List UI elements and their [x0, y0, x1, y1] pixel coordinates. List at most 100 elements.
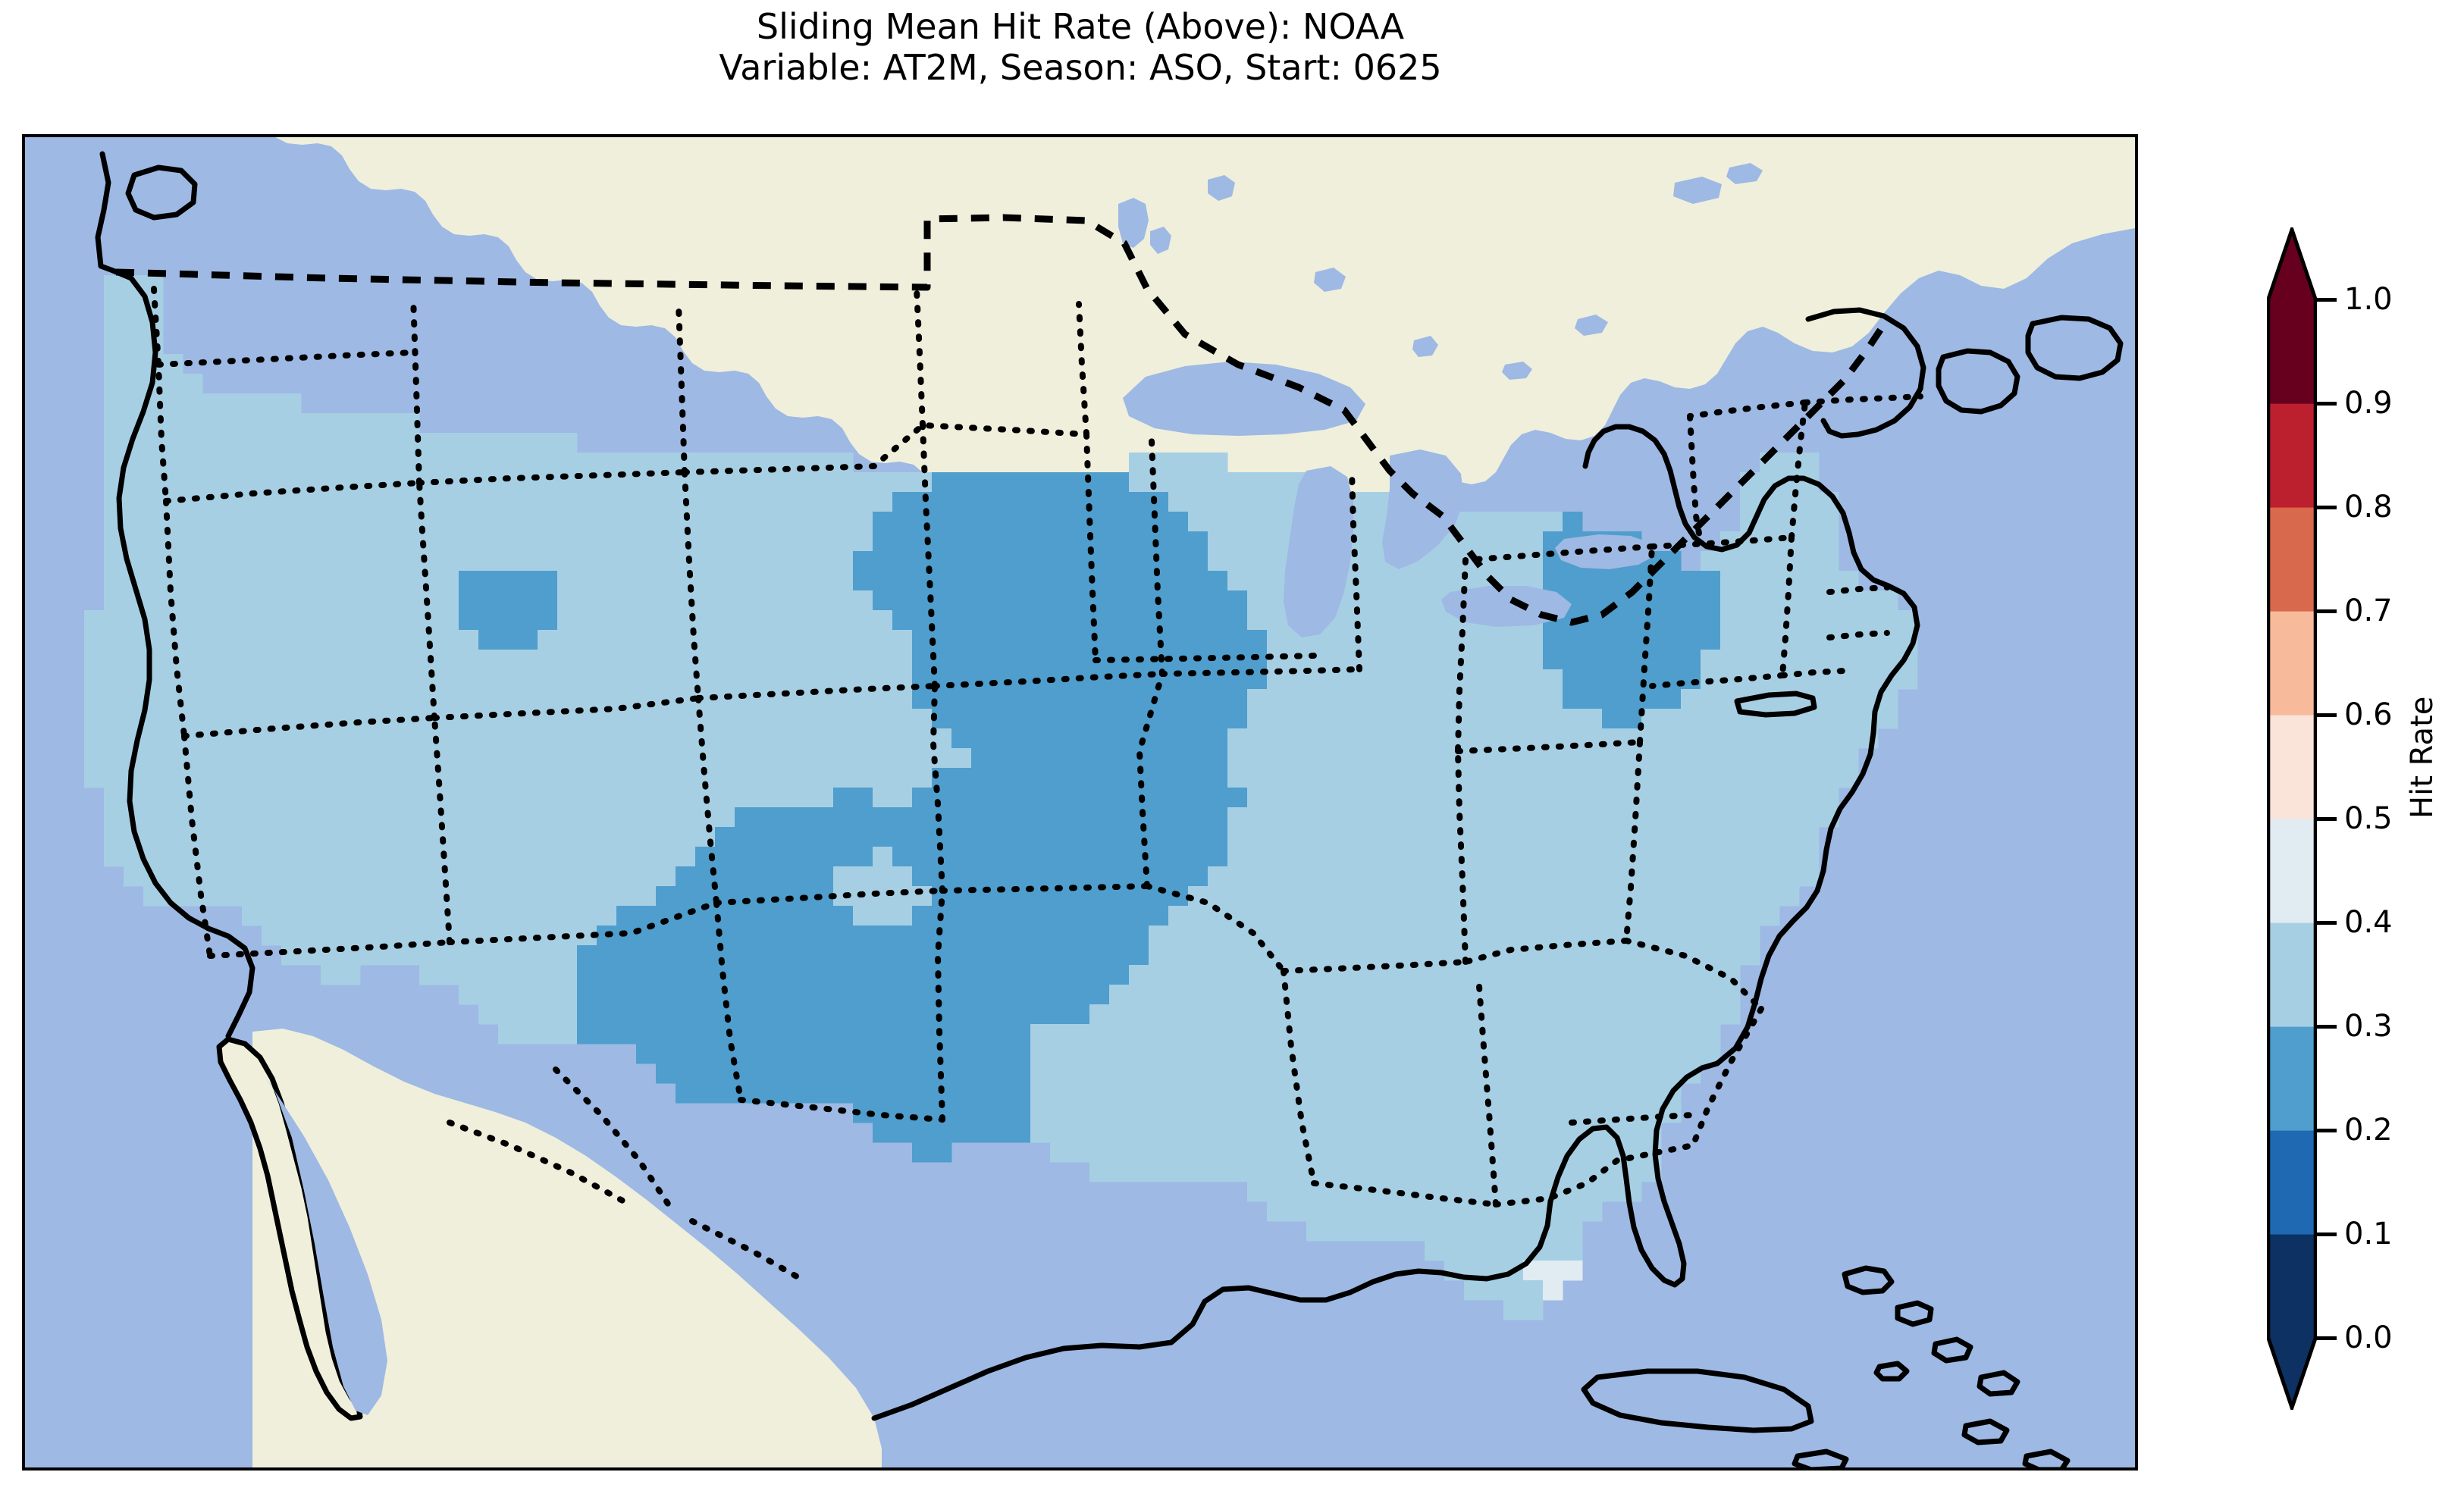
data-cell: [104, 807, 735, 828]
state-border-52: [1779, 534, 1795, 678]
state-border-22: [914, 286, 926, 428]
state-border-16: [695, 695, 719, 906]
colorbar-tick-label: 0.6: [2344, 697, 2393, 732]
map-canvas: [25, 137, 2135, 1467]
colorbar-band: [2267, 715, 2317, 819]
colorbar[interactable]: [2267, 227, 2317, 1410]
data-cell: [1030, 1024, 1721, 1045]
data-cell: [1464, 1280, 1544, 1301]
data-cell: [892, 847, 1228, 867]
colorbar-band: [2267, 507, 2317, 612]
colorbar-tick-mark: [2317, 609, 2337, 613]
interior-lake-5: [1412, 336, 1438, 357]
colorbar-tick-mark: [2317, 713, 2337, 717]
state-border-23: [1076, 301, 1089, 437]
colorbar-tick-mark: [2317, 1336, 2337, 1340]
data-cell: [1227, 768, 1859, 788]
state-border-45: [1462, 543, 1655, 563]
data-cell: [1129, 472, 1307, 493]
coastline-segment-12: [1873, 1361, 1910, 1382]
coastline-segment-17: [125, 164, 198, 221]
colorbar-band: [2267, 922, 2317, 1027]
state-border-34: [1092, 653, 1317, 663]
coastline-segment-5: [1805, 307, 1926, 439]
data-cell: [873, 590, 1248, 611]
data-cell: [912, 866, 1208, 887]
data-cell: [1227, 748, 1859, 769]
title-line-1: Sliding Mean Hit Rate (Above): NOAA: [756, 6, 1405, 47]
hit-rate-data-grid: [84, 275, 1918, 1467]
data-cell: [104, 788, 834, 808]
colorbar-tick-mark: [2317, 1024, 2337, 1029]
data-cell: [1030, 1044, 1721, 1064]
data-cell: [478, 630, 538, 650]
data-cell: [695, 847, 873, 867]
data-cell: [873, 1123, 1031, 1143]
great-lake-1: [1123, 362, 1365, 436]
state-border-53: [1649, 672, 1785, 689]
state-border-2: [163, 480, 422, 504]
data-cell: [1563, 512, 1583, 532]
data-cell: [1149, 926, 1760, 946]
mexico-landmass: [252, 1029, 882, 1467]
map-panel[interactable]: [22, 134, 2138, 1471]
data-cell: [951, 728, 1228, 749]
colorbar-band: [2267, 403, 2317, 508]
state-border-7: [416, 480, 437, 721]
us-canada-border: [115, 214, 1886, 626]
data-cell: [1129, 965, 1741, 985]
data-cell: [1543, 1280, 1563, 1301]
interior-lake-6: [1502, 362, 1532, 380]
data-cell: [912, 630, 1268, 650]
great-lakes-layer: [1118, 163, 1763, 637]
data-cell: [1267, 669, 1563, 690]
state-border-19: [431, 695, 701, 721]
data-cell: [853, 571, 1228, 591]
data-cell: [873, 847, 893, 867]
colorbar-tick-mark: [2317, 1128, 2337, 1132]
coastline-segment-13: [1977, 1370, 2020, 1397]
baja-california: [216, 1036, 363, 1421]
colorbar-tick-mark: [2317, 816, 2337, 821]
data-cell: [735, 807, 1228, 828]
title-line-2: Variable: AT2M, Season: ASO, Start: 0625: [719, 47, 1442, 89]
data-cell: [912, 1142, 952, 1163]
data-cell: [1050, 1142, 1662, 1163]
coastline-segment-18: [1734, 691, 1817, 718]
data-cell: [873, 788, 913, 808]
state-border-4: [155, 349, 416, 368]
data-cell: [912, 788, 1248, 808]
colorbar-axis-label: Hit Rate: [2405, 696, 2440, 819]
data-cell: [616, 906, 854, 926]
colorbar-tick-label: 1.0: [2344, 282, 2393, 317]
state-border-38: [1281, 968, 1317, 1186]
data-cell: [143, 886, 657, 907]
data-cell: [1306, 1221, 1583, 1242]
coastline-segment-6: [1936, 348, 2020, 415]
data-cell: [1208, 531, 1544, 552]
data-cell: [459, 985, 578, 1005]
data-cell: [676, 866, 834, 887]
data-cell: [498, 1024, 578, 1045]
interior-lake-8: [1673, 177, 1722, 204]
colorbar-tick-label: 0.7: [2344, 594, 2393, 628]
data-cell: [104, 590, 459, 611]
data-cell: [1701, 650, 1918, 670]
data-cell: [1188, 512, 1563, 532]
colorbar-tick-label: 0.2: [2344, 1113, 2393, 1148]
data-cell: [1247, 689, 1563, 709]
data-cell: [104, 472, 933, 493]
data-cell: [84, 630, 479, 650]
data-cell: [676, 1083, 1031, 1104]
colorbar-tick-label: 0.3: [2344, 1009, 2393, 1044]
state-border-31: [1136, 671, 1165, 889]
data-cell: [1543, 650, 1701, 670]
data-cell: [853, 551, 1208, 572]
data-cell: [1089, 1004, 1741, 1025]
mexico-border-1: [447, 1120, 627, 1204]
data-cell: [104, 827, 716, 847]
data-cell: [281, 945, 578, 966]
gulf-of-california: [252, 1058, 387, 1415]
state-border-26: [1083, 431, 1099, 663]
data-cell: [1523, 1261, 1583, 1281]
